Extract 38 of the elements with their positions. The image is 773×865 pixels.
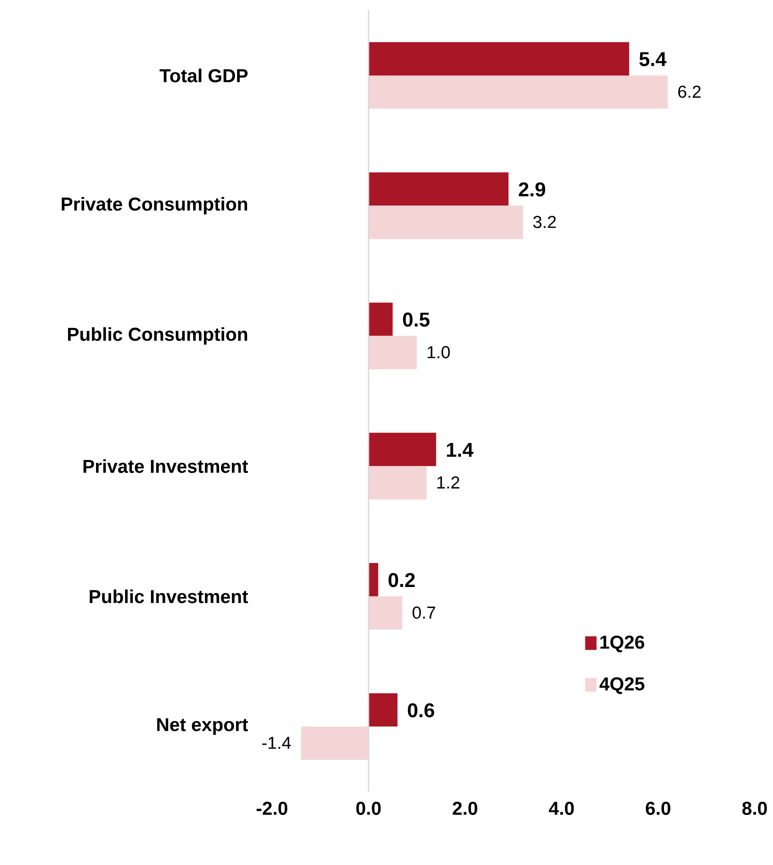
y-tick-label: Public Consumption	[68, 327, 248, 345]
bar	[368, 596, 402, 630]
x-tick-label: 4.0	[548, 802, 574, 815]
bar	[368, 172, 508, 206]
data-label: 0.5	[403, 312, 430, 327]
x-tick-label: -2.0	[256, 802, 288, 815]
bar	[368, 206, 523, 240]
legend-label: 4Q25	[600, 677, 644, 694]
bar	[368, 563, 378, 596]
data-label: 1.0	[428, 346, 450, 358]
x-tick-label: 0.0	[356, 802, 381, 815]
data-label: 0.7	[412, 606, 436, 619]
data-label: 6.2	[678, 86, 701, 98]
x-tick-label: 8.0	[742, 802, 767, 815]
data-label: 2.9	[518, 182, 546, 196]
bar	[368, 466, 426, 500]
x-tick-label: 6.0	[646, 802, 670, 815]
bar	[368, 42, 630, 76]
bar	[300, 726, 369, 760]
x-tick-label: 2.0	[452, 802, 478, 815]
data-label: 1.2	[437, 476, 460, 488]
y-tick-label: Public Investment	[90, 589, 248, 604]
data-label: 1.4	[446, 442, 474, 457]
y-tick-label: Net export	[157, 718, 248, 735]
y-tick-label: Total GDP	[160, 68, 248, 82]
bar	[368, 75, 668, 109]
legend-label: 1Q26	[600, 636, 644, 652]
bar	[368, 336, 417, 370]
data-label: 0.2	[388, 572, 415, 588]
data-label: 3.2	[533, 216, 556, 228]
y-tick-label: Private Investment	[84, 459, 248, 473]
bar	[368, 432, 436, 466]
data-label: 5.4	[639, 52, 666, 66]
bar	[368, 302, 393, 336]
y-tick-label: Private Consumption	[62, 196, 248, 214]
data-label: 0.6	[408, 703, 434, 718]
data-label: -1.4	[262, 736, 291, 749]
bar	[368, 693, 398, 727]
